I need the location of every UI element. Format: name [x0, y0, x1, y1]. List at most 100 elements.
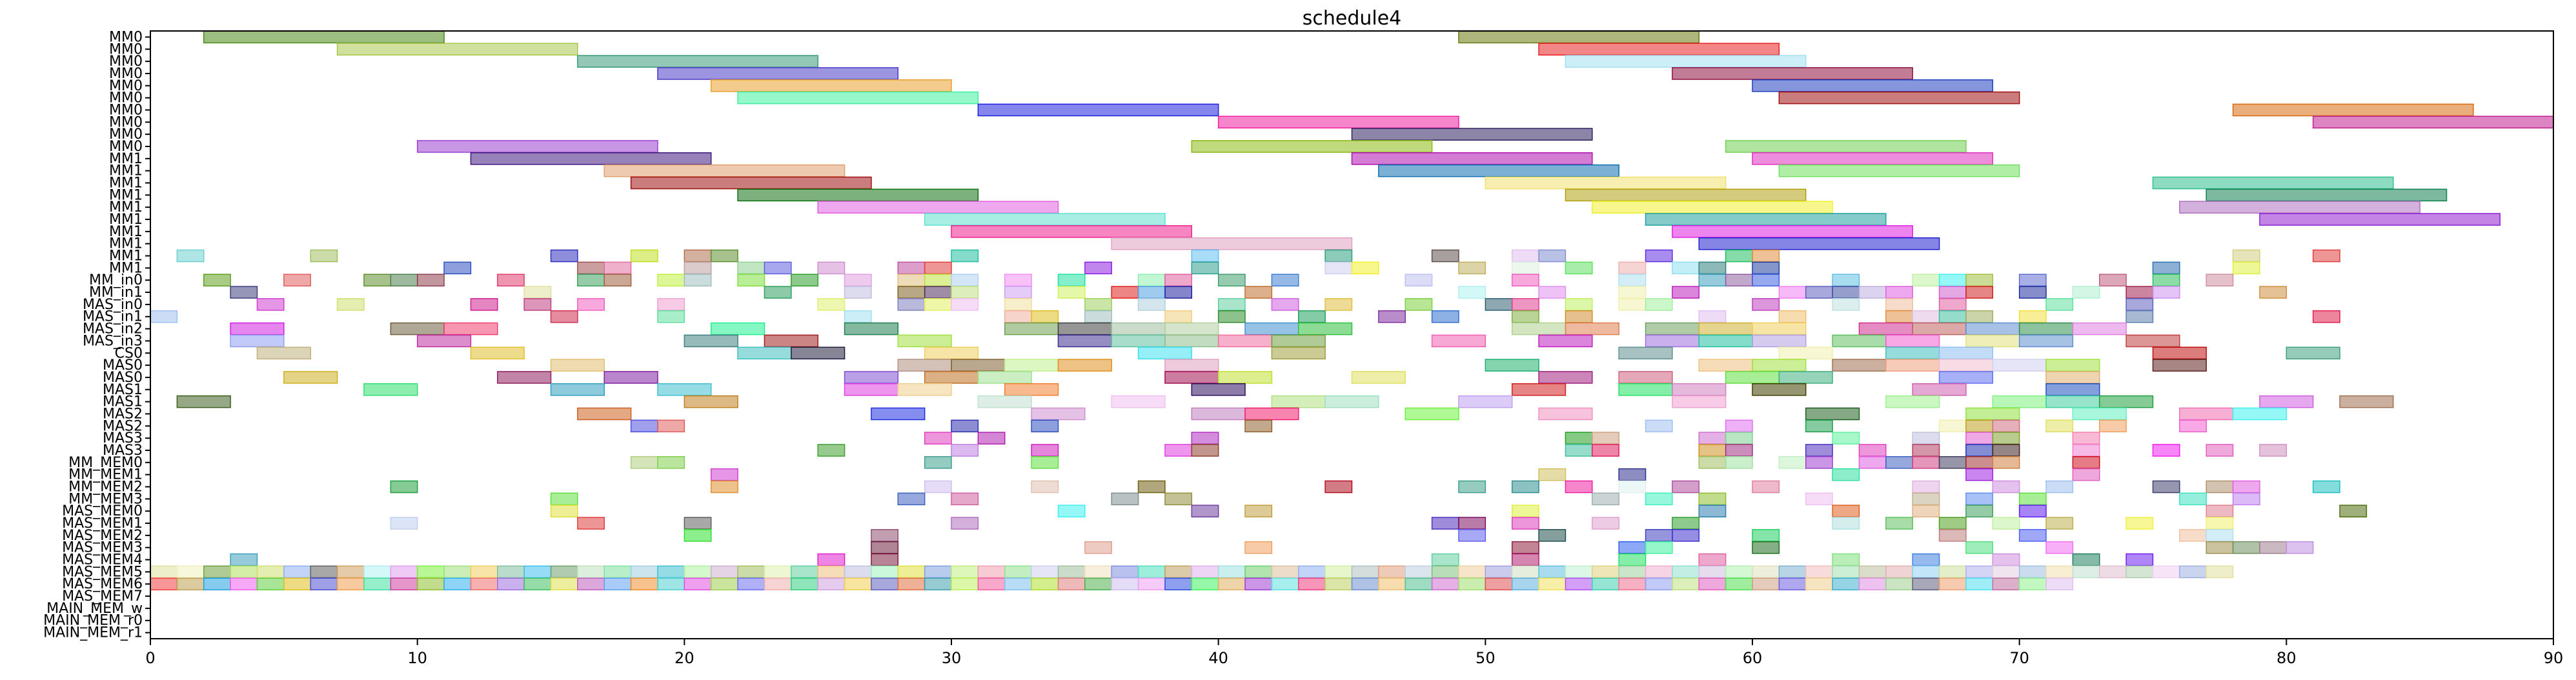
task-bar: [1912, 480, 1940, 494]
task-bar: [1324, 298, 1353, 311]
task-bar: [1031, 419, 1059, 433]
task-bar: [1031, 565, 1059, 579]
task-bar: [2206, 274, 2234, 287]
task-bar: [684, 577, 712, 591]
task-bar: [1618, 286, 1647, 299]
task-bar: [1217, 298, 1246, 311]
x-tick-label: 80: [2277, 649, 2297, 667]
task-bar: [1938, 577, 1967, 591]
task-bar: [2045, 383, 2100, 396]
task-bar: [1912, 577, 1940, 591]
task-bar: [1191, 565, 1219, 579]
task-bar: [684, 529, 712, 542]
task-bar: [924, 565, 952, 579]
task-bar: [1004, 298, 1032, 311]
task-bar: [1031, 407, 1086, 421]
task-bar: [1485, 176, 1727, 190]
plot-frame: [150, 30, 2554, 639]
task-bar: [1698, 359, 1753, 372]
task-bar: [1004, 286, 1032, 299]
y-tick-label: MM1: [109, 224, 143, 240]
task-bar: [1725, 456, 1753, 469]
task-bar: [1752, 577, 1780, 591]
task-bar: [176, 249, 205, 263]
task-bar: [1351, 371, 1406, 384]
task-bar: [1378, 310, 1406, 323]
task-bar: [523, 286, 552, 299]
task-bar: [230, 577, 258, 591]
task-bar: [1565, 432, 1593, 445]
task-bar: [1111, 395, 1166, 408]
y-tick-label: MM_MEM0: [68, 455, 143, 471]
y-tick-label: MAS_MEM7: [62, 588, 143, 605]
task-bar: [1885, 577, 1913, 591]
y-tick-label: MAS_in0: [83, 297, 143, 313]
task-bar: [1592, 492, 1619, 506]
task-bar: [1244, 577, 1273, 591]
task-bar: [1805, 286, 1833, 299]
x-tick-label: 30: [942, 649, 962, 667]
task-bar: [390, 565, 418, 579]
task-bar: [1885, 359, 1940, 372]
task-bar: [1191, 249, 1219, 263]
task-bar: [2045, 395, 2100, 408]
task-bar: [630, 577, 658, 591]
task-bar: [470, 298, 498, 311]
task-bar: [1111, 565, 1139, 579]
task-bar: [1778, 310, 1807, 323]
task-bar: [1832, 577, 1860, 591]
task-bar: [230, 334, 285, 348]
x-tick-label: 20: [674, 649, 695, 667]
task-bar: [844, 383, 899, 396]
task-bars: [150, 30, 2554, 591]
task-bar: [871, 529, 899, 542]
task-bar: [1645, 334, 1700, 348]
task-bar: [1752, 261, 1780, 275]
y-tick-label: MAIN_MEM_r0: [43, 613, 143, 629]
y-axis-labels: MM0MM0MM0MM0MM0MM0MM0MM0MM0MM0MM1MM1MM1M…: [43, 29, 150, 641]
task-bar: [1565, 444, 1593, 457]
task-bar: [2259, 286, 2287, 299]
task-bar: [630, 249, 658, 263]
task-bar: [2206, 565, 2234, 579]
task-bar: [1698, 237, 1940, 250]
task-bar: [1084, 310, 1112, 323]
task-bar: [1538, 43, 1780, 56]
task-bar: [336, 577, 365, 591]
task-bar: [1885, 517, 1913, 530]
task-bar: [2018, 492, 2047, 506]
task-bar: [1031, 444, 1059, 457]
task-bar: [2206, 541, 2234, 554]
task-bar: [1672, 577, 1700, 591]
task-bar: [2312, 480, 2340, 494]
task-bar: [2045, 359, 2100, 372]
task-bar: [817, 261, 846, 275]
task-bar: [2312, 249, 2340, 263]
y-tick-label: MAS_MEM5: [62, 564, 143, 580]
task-bar: [256, 577, 285, 591]
task-bar: [2232, 103, 2474, 117]
task-bar: [1885, 310, 1913, 323]
task-bar: [1511, 505, 1539, 517]
task-bar: [871, 553, 899, 566]
task-bar: [1752, 529, 1780, 542]
task-bar: [737, 565, 766, 579]
task-bar: [1938, 371, 1994, 384]
task-bar: [2045, 541, 2074, 554]
y-tick-label: MM0: [109, 29, 143, 45]
task-bar: [1164, 359, 1219, 372]
task-bar: [256, 565, 285, 579]
task-bar: [1592, 517, 1619, 530]
task-bar: [1832, 274, 1860, 287]
task-bar: [1912, 310, 1940, 323]
task-bar: [470, 565, 498, 579]
task-bar: [1084, 577, 1112, 591]
task-bar: [630, 419, 658, 433]
task-bar: [2018, 310, 2047, 323]
task-bar: [764, 577, 792, 591]
task-bar: [1565, 565, 1593, 579]
task-bar: [737, 261, 766, 275]
task-bar: [977, 395, 1032, 408]
task-bar: [764, 334, 818, 348]
